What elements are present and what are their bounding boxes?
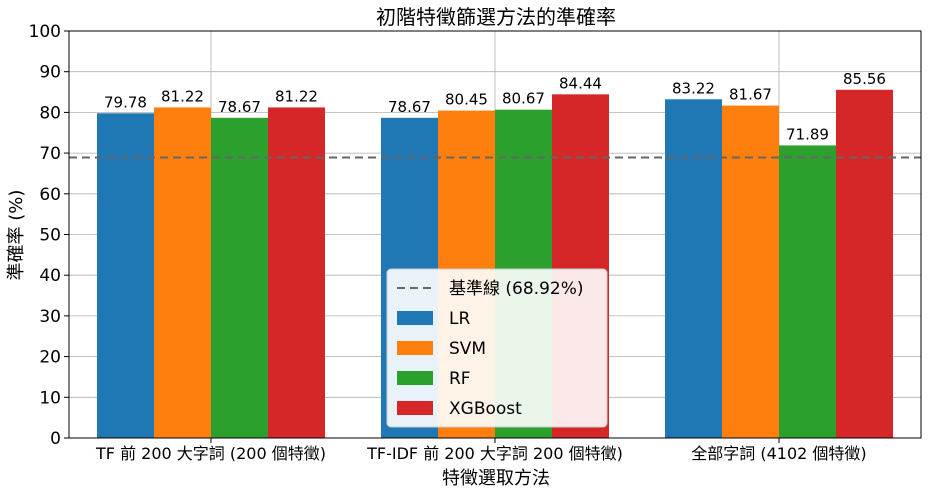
y-tick-label: 80 [39, 103, 61, 123]
y-tick-label: 50 [39, 226, 61, 246]
legend-swatch-rf [397, 371, 433, 385]
y-tick-label: 0 [50, 429, 61, 449]
bar-value-label: 80.67 [502, 90, 545, 108]
series-xgboost: 81.22 84.44 85.56 [268, 70, 893, 439]
bar-rf [779, 145, 836, 438]
x-tick-label: TF-IDF 前 200 大字詞 200 個特徵) [366, 444, 623, 463]
y-axis-label: 準確率 (%) [6, 190, 27, 281]
y-axis-ticks: 0 10 20 30 40 50 60 70 80 90 100 [29, 22, 69, 449]
bar-value-label: 81.67 [729, 86, 772, 104]
bar-series: 79.78 78.67 83.22 81.22 80.45 81.67 78.67 80.67… [97, 70, 893, 439]
x-tick-label: TF 前 200 大字詞 (200 個特徵) [95, 444, 326, 463]
bar-rf [211, 117, 268, 438]
legend-swatch-lr [397, 311, 433, 325]
bar-value-label: 80.45 [445, 91, 488, 109]
y-tick-label: 60 [39, 185, 61, 205]
y-tick-label: 10 [39, 388, 61, 408]
bar-value-label: 71.89 [786, 125, 829, 143]
bar-value-label: 78.67 [388, 98, 431, 116]
bar-xgboost [836, 89, 893, 438]
legend-label-svm: SVM [449, 339, 486, 359]
legend-baseline-label: 基準線 (68.92%) [449, 279, 584, 299]
y-tick-label: 70 [39, 144, 61, 164]
bar-value-label: 79.78 [104, 93, 147, 111]
x-axis-ticks: TF 前 200 大字詞 (200 個特徵) TF-IDF 前 200 大字詞 2… [95, 438, 867, 463]
bar-value-label: 78.67 [218, 98, 261, 116]
legend-swatch-svm [397, 341, 433, 355]
bar-svm [722, 105, 779, 439]
legend-swatch-xgboost [397, 401, 433, 415]
legend-box [386, 268, 608, 428]
legend-label-lr: LR [449, 309, 470, 329]
bar-value-label: 84.44 [559, 74, 602, 92]
legend-label-xgboost: XGBoost [449, 399, 522, 419]
legend-label-rf: RF [449, 369, 471, 389]
bar-value-label: 83.22 [672, 79, 715, 97]
y-tick-label: 30 [39, 307, 61, 327]
bar-xgboost [268, 107, 325, 438]
x-axis-label: 特徵選取方法 [442, 468, 550, 489]
y-tick-label: 100 [29, 22, 61, 42]
y-tick-label: 40 [39, 266, 61, 286]
bar-svm [154, 107, 211, 438]
x-tick-label: 全部字詞 (4102 個特徵) [691, 444, 866, 463]
bar-value-label: 85.56 [843, 70, 886, 88]
chart-title: 初階特徵篩選方法的準確率 [376, 5, 616, 29]
bar-lr [665, 99, 722, 438]
bar-value-label: 81.22 [275, 87, 318, 105]
bar-lr [97, 113, 154, 438]
legend: 基準線 (68.92%) LR SVM RF XGBoost [386, 268, 608, 428]
bar-value-label: 81.22 [161, 87, 204, 105]
y-tick-label: 90 [39, 63, 61, 83]
y-tick-label: 20 [39, 348, 61, 368]
